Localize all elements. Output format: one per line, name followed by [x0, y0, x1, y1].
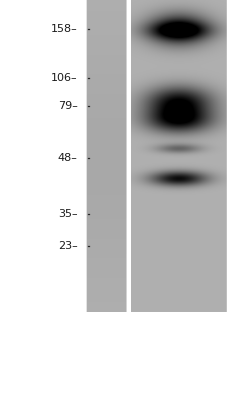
- Text: 48–: 48–: [57, 153, 77, 163]
- Text: 106–: 106–: [51, 73, 77, 83]
- Text: 79–: 79–: [57, 101, 77, 111]
- Text: 35–: 35–: [58, 209, 77, 219]
- Bar: [126, 0, 131, 312]
- Text: 158–: 158–: [51, 24, 77, 34]
- Text: 23–: 23–: [57, 241, 77, 251]
